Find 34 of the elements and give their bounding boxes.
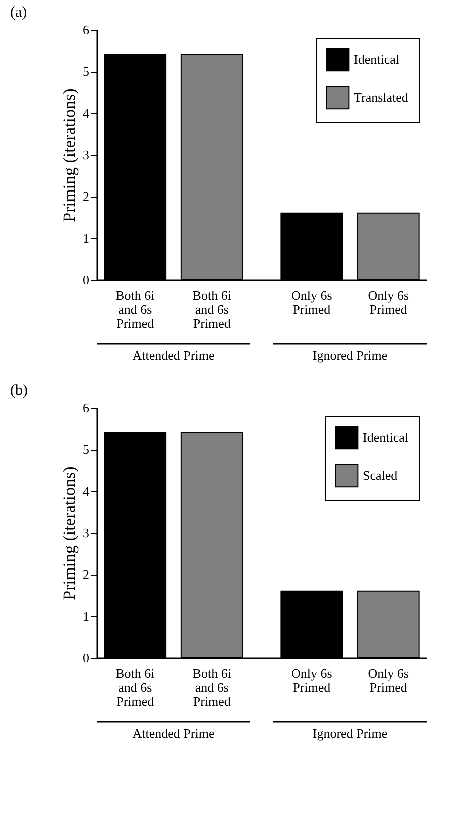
x-tick-label: Both 6i and 6s Primed bbox=[192, 288, 232, 331]
text: Ignored Prime bbox=[312, 348, 388, 363]
chart-title: (a) bbox=[10, 5, 28, 21]
x-tick-label: Only 6s Primed bbox=[291, 288, 332, 317]
x-tick-label: Only 6s Primed bbox=[368, 666, 410, 695]
y-tick-label: 6 bbox=[83, 400, 90, 416]
y-tick-label: 0 bbox=[83, 272, 90, 288]
y-tick-label: 5 bbox=[83, 442, 90, 458]
x-tick-label: Only 6s Primed bbox=[368, 288, 410, 317]
text: Attended Prime bbox=[132, 348, 215, 363]
chart-title: (b) bbox=[10, 383, 28, 399]
y-axis-title: Priming (iterations) bbox=[60, 466, 79, 600]
y-tick-label: 3 bbox=[83, 148, 90, 162]
y-tick-label: 4 bbox=[83, 106, 90, 121]
y-axis-title: Priming (iterations) bbox=[60, 88, 79, 222]
x-tick-label: Both 6i and 6s Primed bbox=[116, 288, 156, 331]
legend-label: Identical bbox=[354, 52, 400, 67]
y-tick-label: 1 bbox=[83, 230, 90, 246]
y-tick-label: 1 bbox=[83, 608, 90, 624]
legend-label: Scaled bbox=[363, 468, 398, 483]
x-tick-label: Only 6s Primed bbox=[291, 666, 332, 695]
y-tick-label: 6 bbox=[83, 22, 90, 38]
y-tick-label: 0 bbox=[83, 650, 90, 666]
y-tick-label: 2 bbox=[83, 567, 90, 582]
y-tick-label: 4 bbox=[83, 484, 90, 499]
legend-label: Translated bbox=[354, 90, 409, 105]
x-tick-label: Both 6i and 6s Primed bbox=[192, 666, 232, 709]
y-tick-label: 2 bbox=[83, 189, 90, 204]
legend-label: Identical bbox=[363, 430, 409, 445]
y-tick-label: 3 bbox=[83, 526, 90, 540]
text: Ignored Prime bbox=[312, 726, 388, 741]
text: Attended Prime bbox=[132, 726, 215, 741]
y-tick-label: 5 bbox=[83, 64, 90, 80]
x-tick-label: Both 6i and 6s Primed bbox=[116, 666, 156, 709]
